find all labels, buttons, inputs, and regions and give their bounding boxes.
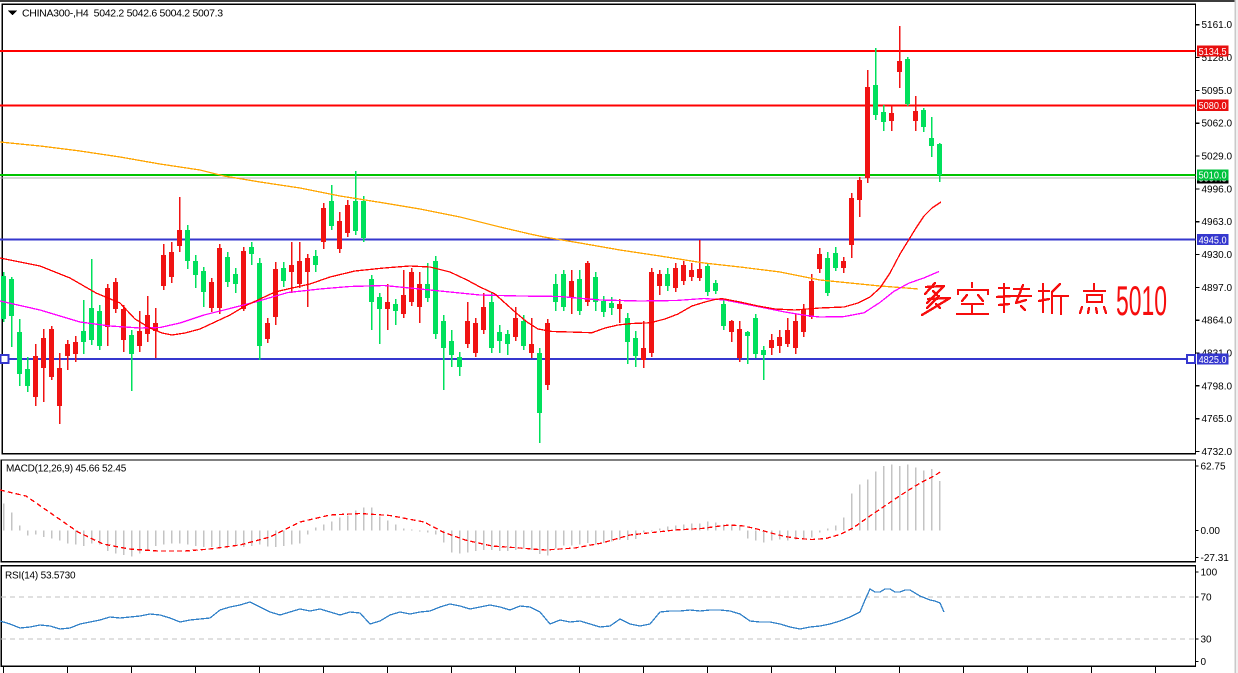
svg-text:62.75: 62.75 (1201, 462, 1226, 473)
svg-text:CHINA300-,H4 5042.2 5042.6 50: CHINA300-,H4 5042.2 5042.6 5004.2 5007.3 (22, 8, 223, 20)
svg-text:100: 100 (1201, 567, 1218, 578)
svg-text:5134.5: 5134.5 (1199, 47, 1227, 58)
svg-text:4996.0: 4996.0 (1202, 184, 1233, 195)
svg-text:70: 70 (1201, 593, 1213, 604)
svg-text:RSI(14) 53.5730: RSI(14) 53.5730 (5, 571, 76, 582)
svg-text:0: 0 (1201, 657, 1207, 668)
svg-text:0.00: 0.00 (1201, 526, 1221, 537)
svg-text:5010: 5010 (1116, 277, 1167, 324)
svg-text:4864.0: 4864.0 (1202, 316, 1233, 327)
svg-text:4732.0: 4732.0 (1202, 447, 1233, 458)
svg-text:4945.0: 4945.0 (1199, 235, 1227, 246)
svg-text:4930.0: 4930.0 (1202, 250, 1233, 261)
svg-text:5128.0: 5128.0 (1202, 53, 1233, 64)
svg-text:5010.0: 5010.0 (1199, 171, 1227, 182)
svg-text:5095.0: 5095.0 (1202, 86, 1233, 97)
svg-text:30: 30 (1201, 634, 1213, 645)
svg-text:MACD(12,26,9) 45.66 52.45: MACD(12,26,9) 45.66 52.45 (6, 464, 127, 475)
svg-text:5080.0: 5080.0 (1199, 101, 1227, 112)
svg-text:4765.0: 4765.0 (1202, 414, 1233, 425)
svg-text:4897.0: 4897.0 (1202, 283, 1233, 294)
svg-text:-27.31: -27.31 (1201, 553, 1230, 564)
svg-text:4798.0: 4798.0 (1202, 381, 1233, 392)
svg-text:5161.0: 5161.0 (1202, 20, 1233, 31)
svg-text:5029.0: 5029.0 (1202, 152, 1233, 163)
svg-text:5062.0: 5062.0 (1202, 119, 1233, 130)
svg-text:4825.0: 4825.0 (1199, 355, 1227, 366)
svg-text:4963.0: 4963.0 (1202, 217, 1233, 228)
